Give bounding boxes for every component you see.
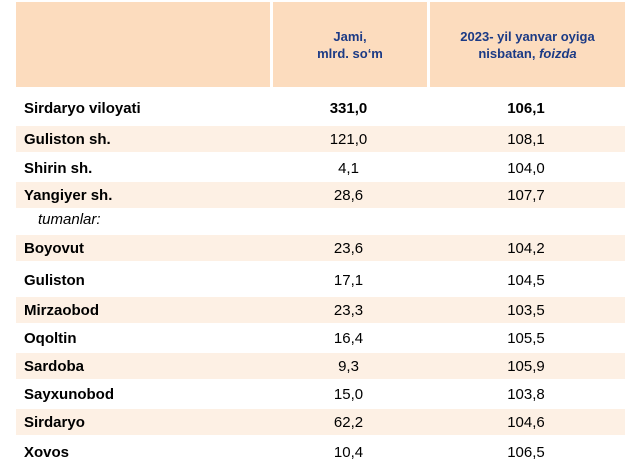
row-name: Sardoba [24, 357, 85, 375]
row-total: 62,2 [333, 413, 364, 431]
header-total-line2: mlrd. so‘m [317, 45, 383, 61]
table-row: Sirdaryo 62,2 104,6 [16, 409, 625, 435]
row-percent: 104,5 [507, 271, 545, 289]
row-name: Mirzaobod [24, 301, 99, 319]
row-percent: 107,7 [507, 186, 545, 204]
table-header: Jami, mlrd. so‘m 2023- yil yanvar oyiga … [16, 2, 625, 87]
subheading-districts: tumanlar: [38, 211, 101, 228]
row-percent: 108,1 [507, 130, 545, 148]
table-row: Oqoltin 16,4 105,5 [16, 325, 625, 351]
table-row: Yangiyer sh. 28,6 107,7 [16, 182, 625, 208]
data-table: Jami, mlrd. so‘m 2023- yil yanvar oyiga … [16, 2, 625, 461]
table-row: Boyovut 23,6 104,2 [16, 235, 625, 261]
row-percent: 105,5 [507, 329, 545, 347]
row-total: 28,6 [333, 186, 364, 204]
row-total: 10,4 [333, 443, 364, 461]
header-total-line1: Jami, [333, 28, 367, 44]
row-total: 15,0 [333, 385, 364, 403]
row-total: 4,1 [338, 159, 359, 177]
header-total-cell: Jami, mlrd. so‘m [273, 2, 430, 87]
row-percent: 105,9 [507, 357, 545, 375]
row-percent: 104,0 [507, 159, 545, 177]
row-percent: 104,6 [507, 413, 545, 431]
row-total: 23,3 [333, 301, 364, 319]
row-percent: 106,5 [507, 443, 545, 461]
row-total: 17,1 [333, 271, 364, 289]
row-total: 9,3 [338, 357, 359, 375]
table-row: Shirin sh. 4,1 104,0 [16, 155, 625, 181]
row-name: Shirin sh. [24, 159, 93, 177]
table-row: Sardoba 9,3 105,9 [16, 353, 625, 379]
table-row: Mirzaobod 23,3 103,5 [16, 297, 625, 323]
row-name: Oqoltin [24, 329, 77, 347]
row-total: 16,4 [333, 329, 364, 347]
row-percent: 106,1 [507, 99, 545, 117]
table-row: Guliston 17,1 104,5 [16, 267, 625, 293]
table-row: Sayxunobod 15,0 103,8 [16, 381, 625, 407]
header-percent-unit: foizda [539, 45, 577, 61]
row-name: Guliston sh. [24, 130, 111, 148]
row-name: Guliston [24, 271, 85, 289]
header-blank-cell [16, 2, 273, 87]
row-total: 23,6 [333, 239, 364, 257]
header-percent-line2: nisbatan, foizda [460, 45, 594, 62]
row-name: Sirdaryo [24, 413, 85, 431]
table-row: Xovos 10,4 106,5 [16, 439, 625, 465]
row-percent: 104,2 [507, 239, 545, 257]
row-percent: 103,8 [507, 385, 545, 403]
row-name: Sayxunobod [24, 385, 115, 403]
row-name: Sirdaryo viloyati [24, 99, 141, 117]
header-percent-label: nisbatan, [478, 45, 536, 61]
header-percent-line1: 2023- yil yanvar oyiga [460, 28, 595, 44]
row-total: 331,0 [329, 99, 368, 117]
row-percent: 103,5 [507, 301, 545, 319]
row-name: Boyovut [24, 239, 84, 257]
row-total: 121,0 [329, 130, 368, 148]
row-name: Xovos [24, 443, 70, 461]
header-percent-cell: 2023- yil yanvar oyiga nisbatan, foizda [430, 2, 625, 87]
table-row-region: Sirdaryo viloyati 331,0 106,1 [16, 95, 625, 121]
table-row: Guliston sh. 121,0 108,1 [16, 126, 625, 152]
row-name: Yangiyer sh. [24, 186, 113, 204]
